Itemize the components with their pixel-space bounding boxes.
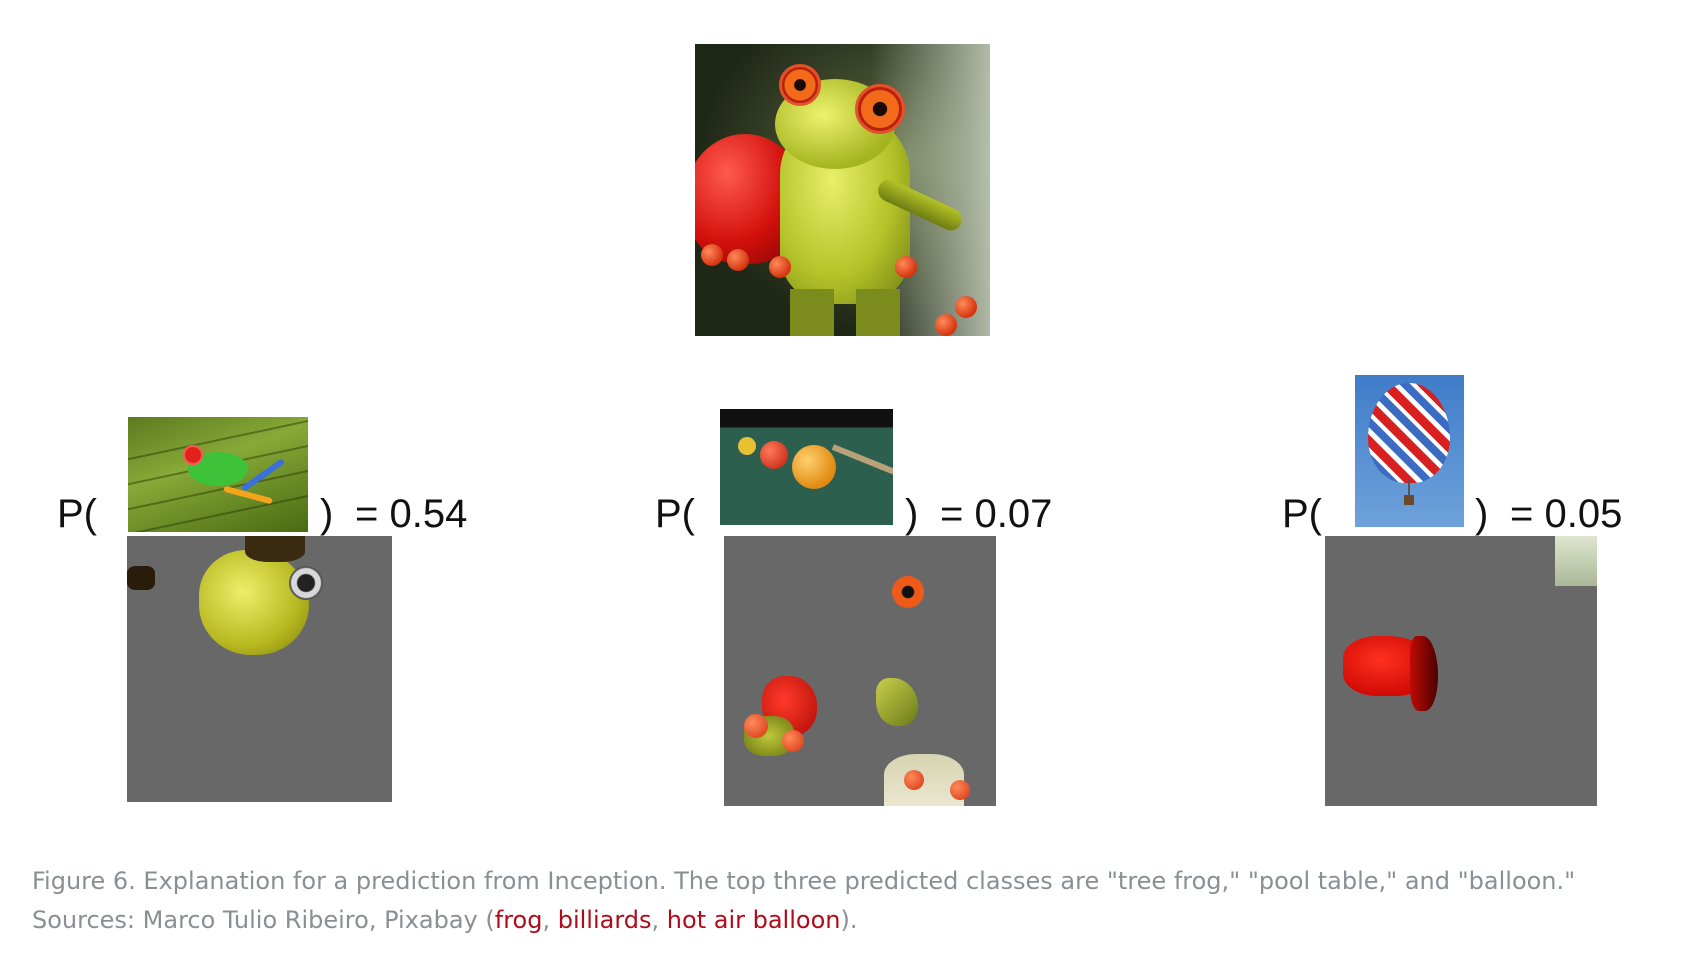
explanation-panel-tree-frog bbox=[127, 536, 392, 802]
prob-label-open: P( bbox=[1282, 492, 1322, 536]
caption-line-2: Sources: Marco Tulio Ribeiro, Pixabay (f… bbox=[32, 901, 1672, 940]
prob-label-open: P( bbox=[655, 492, 695, 536]
prob-value-tree-frog: = 0.54 bbox=[355, 492, 468, 536]
prob-label-close: ) bbox=[320, 492, 334, 536]
prob-label-close: ) bbox=[905, 492, 919, 536]
thumbnail-tree-frog bbox=[128, 417, 308, 532]
prob-label-close: ) bbox=[1475, 492, 1489, 536]
prob-value-pool-table: = 0.07 bbox=[940, 492, 1053, 536]
caption-separator: , bbox=[542, 906, 558, 934]
figure-caption: Figure 6. Explanation for a prediction f… bbox=[32, 862, 1672, 940]
link-hot-air-balloon[interactable]: hot air balloon bbox=[666, 906, 841, 934]
frog-eye-icon bbox=[855, 84, 905, 134]
input-image-frog-with-heart bbox=[695, 44, 990, 336]
thumbnail-hot-air-balloon bbox=[1355, 375, 1464, 527]
prob-value-balloon: = 0.05 bbox=[1510, 492, 1623, 536]
caption-sources-prefix: Sources: Marco Tulio Ribeiro, Pixabay ( bbox=[32, 906, 495, 934]
explanation-panel-balloon bbox=[1325, 536, 1597, 806]
caption-line-1: Figure 6. Explanation for a prediction f… bbox=[32, 867, 1576, 895]
frog-eye-icon bbox=[779, 64, 821, 106]
prob-label-open: P( bbox=[57, 492, 97, 536]
link-frog[interactable]: frog bbox=[494, 906, 543, 934]
link-billiards[interactable]: billiards bbox=[557, 906, 652, 934]
caption-separator: , bbox=[651, 906, 667, 934]
caption-sources-suffix: ). bbox=[840, 906, 858, 934]
explanation-panel-pool-table bbox=[724, 536, 996, 806]
frog-eye-icon bbox=[183, 445, 203, 465]
thumbnail-pool-table bbox=[720, 409, 893, 525]
